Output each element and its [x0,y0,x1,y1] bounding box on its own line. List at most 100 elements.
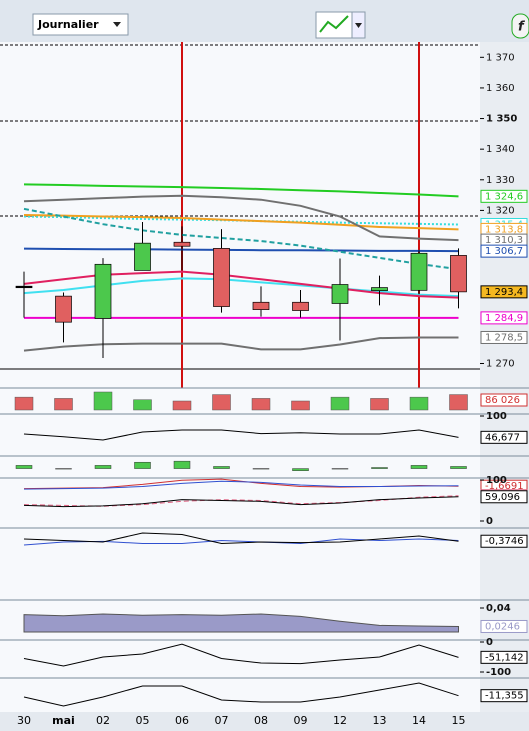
value-label: 1 293,4 [485,287,523,298]
y-tick-label: 1 270 [486,359,515,370]
histogram-bar [55,468,72,470]
volume-bar [409,396,429,411]
candle-body [94,263,112,319]
x-tick-label: 07 [215,714,229,727]
x-tick-label: 05 [136,714,150,727]
volume-bar [133,399,152,411]
candle-body [450,255,467,293]
candle-body [173,241,191,247]
histogram-bar [292,468,309,471]
chart-style-icon [319,15,349,33]
volume-bar [449,394,468,411]
y-tick-label: -100 [486,667,511,678]
indicator-line [23,207,459,271]
value-label: -0,3746 [485,536,524,547]
histogram-bar [173,460,191,469]
value-box [480,689,528,703]
histogram-bar [213,466,230,469]
indicator-line [23,183,459,198]
value-box [480,311,528,325]
value-box [480,650,528,664]
y-tick-label: 1 330 [486,175,515,186]
value-box [480,330,528,344]
value-label: 86 026 [485,395,520,406]
histogram-bar [450,466,467,469]
value-box [480,189,528,203]
volume-bar [330,396,350,411]
dropdown-arrow [113,22,121,27]
candle-body [213,248,230,307]
candle-body [55,295,72,323]
volume-bar [370,398,389,411]
period-dropdown[interactable] [32,13,129,36]
histogram-bar [15,465,33,469]
y-tick-label: 0 [486,516,493,527]
value-box [480,393,528,407]
indicator-line [23,429,459,441]
value-label: 46,677 [485,432,520,443]
value-label: -51,142 [485,652,524,663]
indicator-line [23,214,459,231]
indicator-line [23,532,459,545]
value-label: 1 284,9 [485,313,523,324]
indicator-line [23,247,459,253]
chart-style-button[interactable] [315,11,353,39]
value-label: 1 306,7 [485,246,523,257]
y-tick-label: 0 [486,637,493,648]
histogram-bar [410,465,428,469]
value-box [480,490,528,504]
indicator-line [23,496,459,508]
value-box [480,534,528,548]
candle-body [371,287,388,291]
indicator-line [23,682,459,707]
candle-body [15,285,33,289]
x-tick-label: 30 [17,714,31,727]
value-label: 1 313,8 [485,224,523,235]
plot-area [0,42,480,712]
indicator-line [23,336,459,352]
indicator-line [23,194,459,242]
value-label: 1 310,3 [485,235,523,246]
x-tick-label: 12 [333,714,347,727]
volume-bar [14,396,34,411]
y-tick-label: 1 360 [486,83,515,94]
value-label: 59,096 [485,492,520,503]
volume-bar [251,398,271,411]
volume-bar [291,400,310,411]
candle-body [134,242,151,271]
value-box [480,619,528,633]
x-tick-label: 13 [373,714,387,727]
x-tick-label: 09 [294,714,308,727]
area [23,613,459,633]
value-box [480,430,528,444]
candle-body [331,284,349,304]
candle-body [252,301,270,310]
period-label: Journalier [37,18,99,31]
histogram-bar [134,461,151,469]
value-label: -11,355 [485,691,524,702]
formula-button[interactable] [511,13,529,39]
value-label: 0,0246 [485,621,520,632]
y-tick-label: 1 370 [486,52,515,63]
value-label: -1,6691 [485,481,524,492]
menu-arrow [355,23,362,28]
y-tick-label: 1 320 [486,205,515,216]
x-tick-label: 15 [452,714,466,727]
x-tick-label: 02 [96,714,110,727]
histogram-bar [252,468,270,470]
histogram-bar [331,468,349,470]
volume-bar [172,400,192,411]
y-tick-label: 1 350 [486,114,517,125]
indicator-line [23,643,459,667]
volume-bar [54,398,73,411]
value-box [480,285,528,299]
x-tick-label: 06 [175,714,189,727]
value-label: 1 324,6 [485,191,523,202]
value-label: 1 278,5 [485,332,523,343]
candle-body [292,301,309,311]
y-tick-label: 1 340 [486,144,515,155]
indicator-line [23,480,459,490]
x-tick-label: 14 [412,714,426,727]
x-tick-label: 08 [254,714,268,727]
